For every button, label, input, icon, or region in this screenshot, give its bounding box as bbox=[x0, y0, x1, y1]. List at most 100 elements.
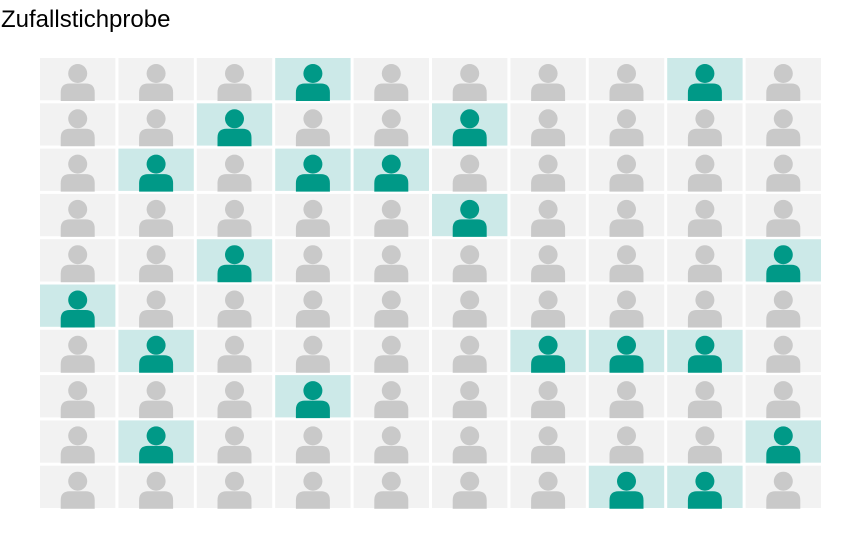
person-icon bbox=[609, 245, 644, 283]
sample-cell bbox=[432, 58, 508, 101]
person-icon bbox=[374, 426, 409, 464]
sample-cell bbox=[118, 58, 194, 101]
sample-cell bbox=[40, 148, 116, 192]
person-icon bbox=[60, 154, 95, 192]
sample-cell bbox=[510, 465, 586, 509]
sample-cell bbox=[745, 193, 821, 237]
person-icon bbox=[687, 381, 722, 419]
person-icon bbox=[60, 290, 95, 328]
sample-cell bbox=[196, 375, 273, 419]
person-icon bbox=[609, 426, 644, 464]
sample-cell bbox=[745, 284, 821, 328]
sample-cell bbox=[40, 465, 116, 509]
sample-cell bbox=[40, 375, 116, 419]
sample-cell-selected bbox=[510, 329, 586, 373]
person-icon bbox=[452, 381, 487, 419]
person-icon bbox=[60, 109, 95, 147]
person-icon bbox=[295, 199, 330, 237]
sample-cell bbox=[353, 103, 429, 147]
person-icon bbox=[295, 471, 330, 509]
sample-cell-selected bbox=[275, 58, 351, 101]
sample-cell bbox=[353, 420, 429, 464]
person-icon bbox=[766, 154, 801, 192]
sample-cell bbox=[745, 103, 821, 147]
person-icon bbox=[609, 290, 644, 328]
sample-cell bbox=[667, 420, 743, 464]
person-icon bbox=[766, 245, 801, 283]
sample-cell bbox=[196, 284, 273, 328]
person-icon bbox=[217, 290, 252, 328]
person-icon bbox=[217, 245, 252, 283]
person-icon bbox=[217, 426, 252, 464]
sample-cell bbox=[588, 284, 665, 328]
sample-cell bbox=[275, 239, 351, 283]
sample-cell bbox=[353, 329, 429, 373]
sample-cell bbox=[40, 420, 116, 464]
sample-cell bbox=[667, 193, 743, 237]
sample-cell bbox=[667, 148, 743, 192]
person-icon bbox=[687, 426, 722, 464]
sample-cell bbox=[667, 103, 743, 147]
person-icon bbox=[60, 426, 95, 464]
sample-cell bbox=[40, 329, 116, 373]
person-icon bbox=[139, 290, 174, 328]
sample-cell bbox=[432, 465, 508, 509]
person-icon bbox=[452, 290, 487, 328]
person-icon bbox=[531, 426, 566, 464]
sample-cell bbox=[745, 58, 821, 101]
person-icon bbox=[217, 471, 252, 509]
sample-cell bbox=[118, 284, 194, 328]
person-icon bbox=[766, 335, 801, 373]
sample-cell bbox=[275, 420, 351, 464]
sample-cell-selected bbox=[588, 329, 665, 373]
person-icon bbox=[295, 64, 330, 101]
person-icon bbox=[531, 335, 566, 373]
person-icon bbox=[60, 64, 95, 101]
sample-cell bbox=[745, 329, 821, 373]
sample-cell bbox=[510, 103, 586, 147]
person-icon bbox=[139, 381, 174, 419]
sample-cell bbox=[432, 420, 508, 464]
person-icon bbox=[217, 64, 252, 101]
person-icon bbox=[217, 199, 252, 237]
person-icon bbox=[452, 245, 487, 283]
sample-cell-selected bbox=[353, 148, 429, 192]
sample-cell-selected bbox=[196, 239, 273, 283]
person-icon bbox=[60, 471, 95, 509]
sample-cell bbox=[275, 193, 351, 237]
person-icon bbox=[687, 335, 722, 373]
sample-cell bbox=[510, 284, 586, 328]
person-icon bbox=[217, 381, 252, 419]
sample-cell bbox=[588, 375, 665, 419]
person-icon bbox=[295, 335, 330, 373]
sample-cell-selected bbox=[118, 148, 194, 192]
sample-cell bbox=[40, 239, 116, 283]
person-icon bbox=[609, 109, 644, 147]
person-icon bbox=[217, 154, 252, 192]
sample-cell-selected bbox=[432, 103, 508, 147]
person-icon bbox=[374, 335, 409, 373]
sample-cell bbox=[353, 375, 429, 419]
sample-cell bbox=[353, 193, 429, 237]
sample-cell bbox=[588, 193, 665, 237]
person-icon bbox=[139, 335, 174, 373]
sample-cell bbox=[275, 329, 351, 373]
person-icon bbox=[766, 290, 801, 328]
sample-cell bbox=[432, 239, 508, 283]
person-icon bbox=[374, 109, 409, 147]
sample-cell bbox=[353, 465, 429, 509]
person-icon bbox=[687, 245, 722, 283]
person-icon bbox=[609, 335, 644, 373]
person-icon bbox=[609, 381, 644, 419]
person-icon bbox=[531, 154, 566, 192]
person-icon bbox=[139, 154, 174, 192]
sample-cell-selected bbox=[667, 58, 743, 101]
sample-cell bbox=[118, 375, 194, 419]
person-icon bbox=[531, 64, 566, 101]
sample-cell bbox=[588, 103, 665, 147]
sample-cell-selected bbox=[667, 329, 743, 373]
sample-cell bbox=[432, 284, 508, 328]
sample-cell bbox=[118, 465, 194, 509]
person-icon bbox=[452, 154, 487, 192]
sample-cell-selected bbox=[40, 284, 116, 328]
